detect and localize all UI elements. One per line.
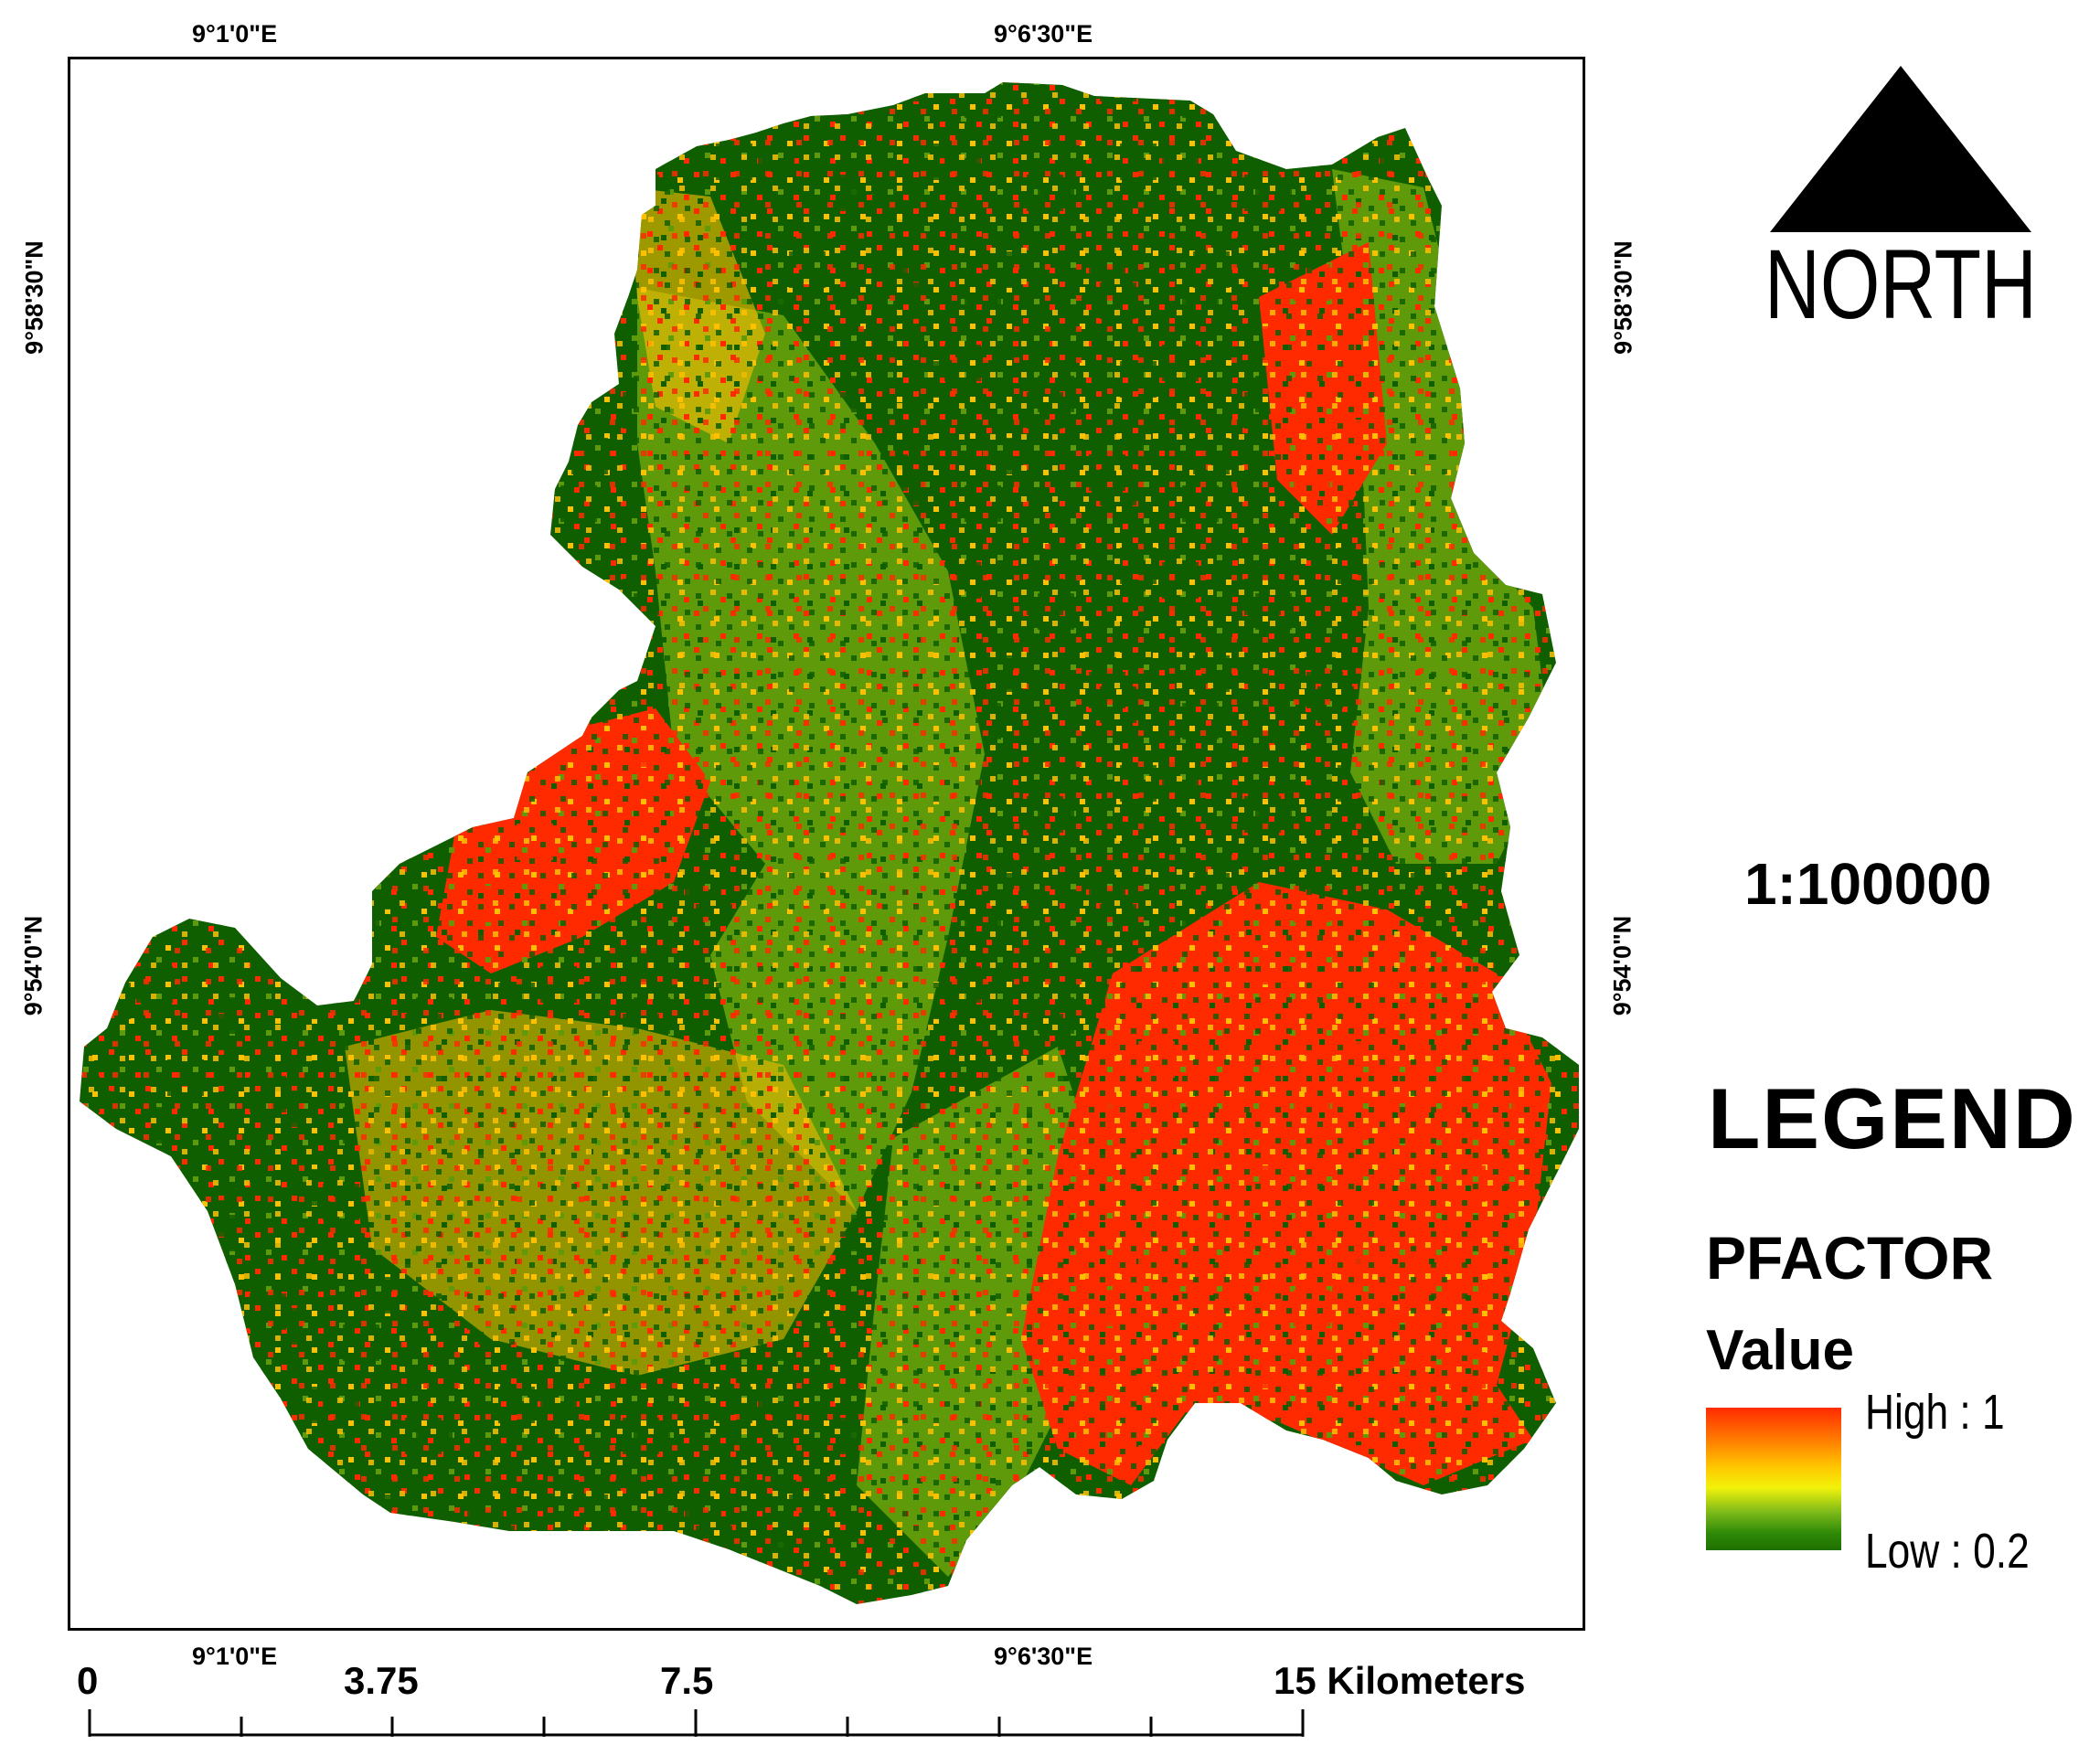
map-frame	[68, 57, 1585, 1631]
right-lat-label-upper: 9°58'30"N	[1609, 240, 1637, 355]
legend-color-ramp	[1706, 1408, 1841, 1550]
top-lon-label-right: 9°6'30"E	[994, 20, 1093, 48]
scale-bar-label-7-5: 7.5	[660, 1659, 714, 1702]
north-label: NORTH	[1764, 229, 2037, 339]
scale-bar-label-0: 0	[77, 1659, 99, 1702]
legend-low-label: Low : 0.2	[1865, 1524, 2030, 1579]
bottom-lon-label-right: 9°6'30"E	[994, 1643, 1093, 1670]
bottom-lon-label-left: 9°1'0"E	[192, 1643, 278, 1670]
pfactor-raster-map	[80, 82, 1579, 1604]
right-lat-label-lower: 9°54'0"N	[1608, 915, 1636, 1016]
left-lat-label-lower: 9°54'0"N	[19, 915, 48, 1016]
left-lat-label-upper: 9°58'30"N	[20, 240, 48, 355]
legend-high-label: High : 1	[1865, 1385, 2005, 1440]
top-lon-label-left: 9°1'0"E	[192, 20, 278, 48]
scale-bar	[88, 1709, 1305, 1737]
scale-ratio: 1:100000	[1744, 851, 1992, 917]
north-arrow-icon	[1770, 66, 2031, 232]
raster-speckle-b	[80, 82, 1579, 1604]
scale-bar-label-15-km: 15 Kilometers	[1274, 1659, 1526, 1702]
legend-layer-name: PFACTOR	[1706, 1224, 1994, 1292]
legend-title: LEGEND	[1708, 1070, 2077, 1166]
legend-field-name: Value	[1706, 1319, 1854, 1382]
scale-bar-label-3-75: 3.75	[344, 1659, 419, 1702]
